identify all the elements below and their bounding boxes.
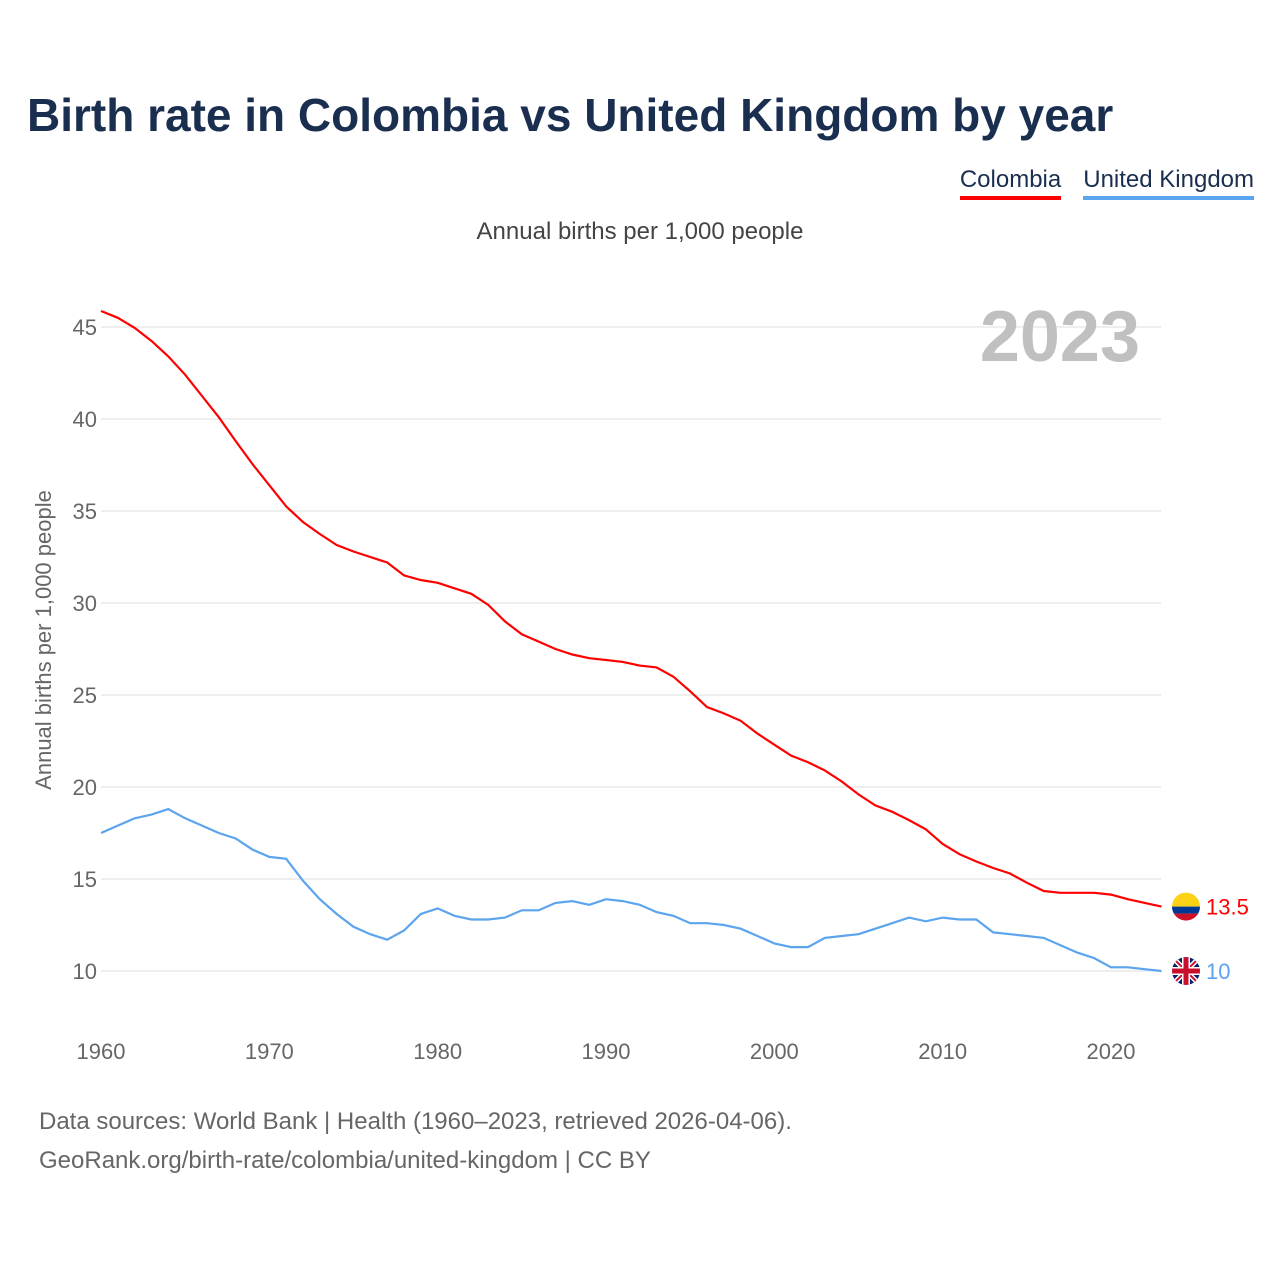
x-tick-label: 1960 [77, 1039, 126, 1064]
year-watermark: 2023 [980, 297, 1140, 377]
end-label-colombia: 13.5 [1206, 895, 1249, 920]
source-line-2: GeoRank.org/birth-rate/colombia/united-k… [39, 1147, 651, 1174]
source-line-1: Data sources: World Bank | Health (1960–… [39, 1108, 792, 1135]
y-tick-label: 40 [73, 407, 97, 432]
y-tick-label: 20 [73, 775, 97, 800]
colombia-flag-icon [1172, 892, 1200, 921]
y-tick-label: 30 [73, 591, 97, 616]
y-tick-label: 35 [73, 499, 97, 524]
x-tick-label: 2010 [918, 1039, 967, 1064]
x-tick-label: 1990 [582, 1039, 631, 1064]
y-tick-label: 10 [73, 959, 97, 984]
x-tick-label: 2020 [1087, 1039, 1136, 1064]
chart-subtitle: Annual births per 1,000 people [476, 218, 804, 245]
x-tick-label: 2000 [750, 1039, 799, 1064]
legend-item-united-kingdom[interactable]: United Kingdom [1083, 166, 1254, 200]
series-line-colombia [100, 309, 1162, 908]
y-tick-label: 15 [73, 867, 97, 892]
legend: Colombia United Kingdom [959, 166, 1254, 200]
legend-item-colombia[interactable]: Colombia [959, 166, 1062, 200]
x-tick-label: 1970 [245, 1039, 294, 1064]
chart-title: Birth rate in Colombia vs United Kingdom… [27, 89, 1114, 141]
y-tick-label: 45 [73, 315, 97, 340]
end-label-united-kingdom: 10 [1206, 959, 1230, 984]
y-axis-label: Annual births per 1,000 people [31, 490, 56, 790]
x-tick-label: 1980 [413, 1039, 462, 1064]
uk-flag-icon [1172, 957, 1200, 985]
y-tick-label: 25 [73, 683, 97, 708]
series-line-united-kingdom [100, 807, 1162, 973]
